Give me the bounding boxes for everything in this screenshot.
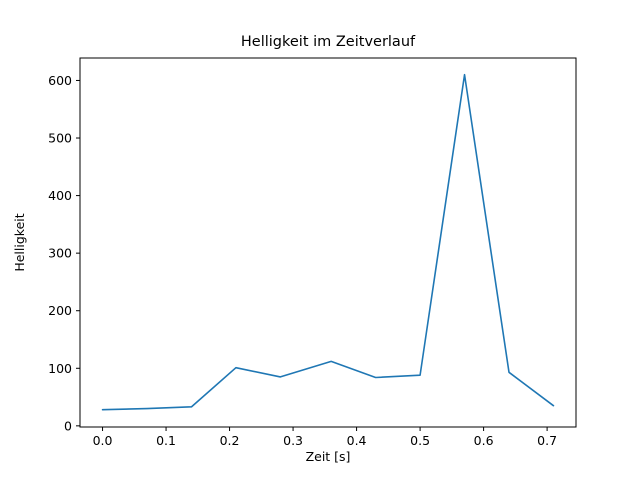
x-tick-label: 0.3 bbox=[283, 433, 303, 448]
y-axis-label: Helligkeit bbox=[12, 213, 27, 271]
y-tick-label: 300 bbox=[48, 246, 72, 261]
x-axis-label: Zeit [s] bbox=[306, 449, 351, 464]
y-tick-label: 0 bbox=[64, 418, 72, 433]
x-tick-label: 0.7 bbox=[537, 433, 557, 448]
y-tick-label: 400 bbox=[48, 188, 72, 203]
x-tick-label: 0.5 bbox=[410, 433, 430, 448]
data-line-series bbox=[101, 73, 555, 411]
x-tick-label: 0.4 bbox=[347, 433, 367, 448]
axes-spines bbox=[79, 57, 577, 428]
plot-area: 0.0 0.1 0.2 0.3 0.4 0.5 0.6 0.7 0 100 200 300 400 500… bbox=[48, 57, 577, 448]
x-tick-label: 0.6 bbox=[474, 433, 494, 448]
chart-title: Helligkeit im Zeitverlauf bbox=[241, 34, 416, 50]
y-tick-label: 200 bbox=[48, 303, 72, 318]
y-tick-label: 100 bbox=[48, 361, 72, 376]
y-tick-label: 600 bbox=[48, 73, 72, 88]
y-tick-label: 500 bbox=[48, 131, 72, 146]
x-tick-label: 0.2 bbox=[220, 433, 240, 448]
x-tick-label: 0.0 bbox=[93, 433, 113, 448]
x-tick-label: 0.1 bbox=[156, 433, 176, 448]
